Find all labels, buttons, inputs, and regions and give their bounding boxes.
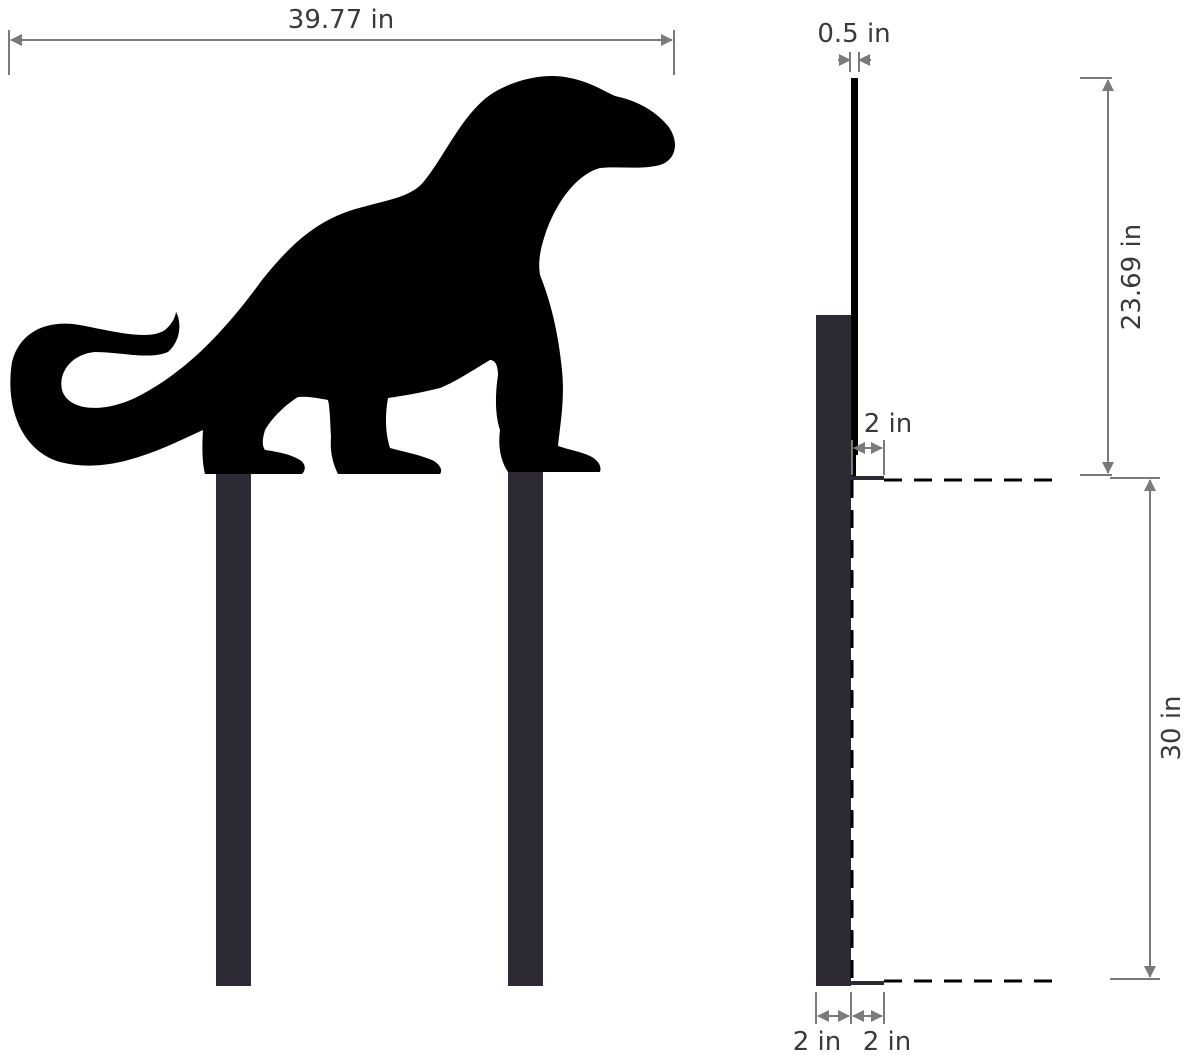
side-stake xyxy=(816,315,851,986)
stake-width-dimensions xyxy=(815,992,885,1024)
stake-width-label: 2 in xyxy=(793,1027,842,1057)
stake-gap-label: 2 in xyxy=(863,1027,912,1057)
thickness-label: 0.5 in xyxy=(817,19,890,49)
underground-outline xyxy=(850,478,1052,983)
front-stake-left xyxy=(216,460,251,986)
stake-length-dimension xyxy=(1110,477,1160,980)
height-label: 23.69 in xyxy=(1117,224,1147,330)
side-view: 0.5 in 23.69 in 2 in 30 in xyxy=(793,19,1187,1057)
front-stake-right xyxy=(508,460,543,986)
side-bracket xyxy=(851,445,856,480)
stake-length-label: 30 in xyxy=(1157,695,1187,760)
komodo-dragon-silhouette-icon xyxy=(10,75,675,474)
front-view: 39.77 in xyxy=(8,5,675,986)
offset-dimension xyxy=(851,440,885,475)
width-label: 39.77 in xyxy=(288,5,394,35)
height-dimension xyxy=(1080,77,1114,476)
side-panel xyxy=(851,78,858,455)
width-dimension xyxy=(8,30,675,75)
thickness-dimension xyxy=(838,52,871,72)
offset-label: 2 in xyxy=(864,409,913,439)
